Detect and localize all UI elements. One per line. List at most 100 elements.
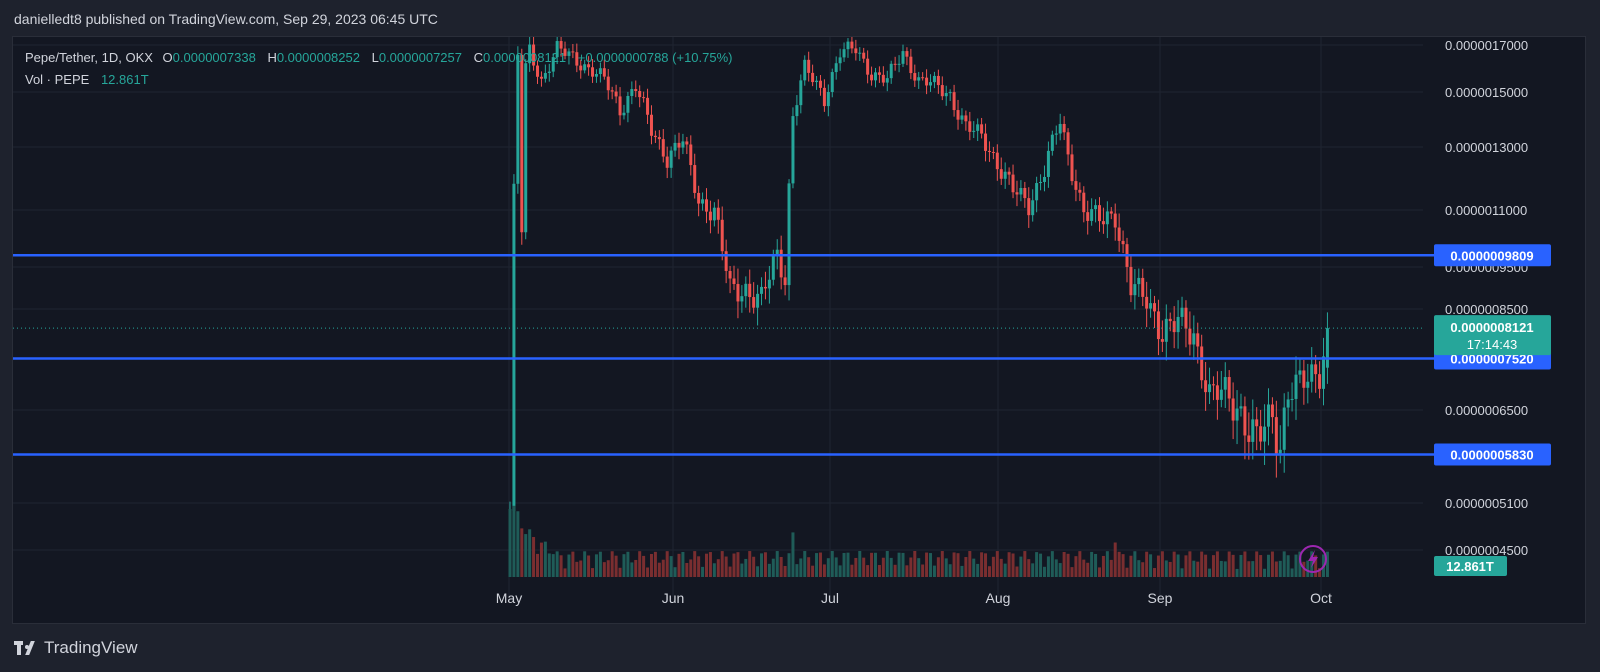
horizontal-level-label: 0.0000005830	[1450, 448, 1533, 463]
volume-bar	[763, 552, 767, 577]
volume-bar	[1176, 554, 1180, 577]
volume-bar	[575, 561, 579, 577]
candle-body	[960, 115, 964, 120]
candle-body	[1101, 221, 1105, 225]
volume-bar	[811, 565, 815, 577]
volume-bar	[1023, 551, 1027, 577]
candle-body	[1145, 296, 1149, 309]
volume-bar	[598, 551, 602, 577]
candle-body	[756, 293, 760, 308]
close-label: C	[473, 50, 484, 65]
volume-row: Vol · PEPE 12.861T	[25, 69, 732, 91]
candle-body	[1117, 227, 1121, 241]
candle-body	[594, 74, 598, 77]
volume-bar	[921, 564, 925, 577]
volume-bar	[1310, 551, 1314, 577]
candle-body	[1223, 377, 1227, 390]
candle-body	[712, 207, 716, 221]
candle-body	[575, 52, 579, 66]
volume-bar	[1192, 560, 1196, 577]
candle-body	[528, 44, 532, 64]
candle-body	[1153, 303, 1157, 312]
volume-bar	[653, 551, 657, 577]
horizontal-level-label: 0.0000007520	[1450, 351, 1533, 366]
candle-body	[1137, 277, 1141, 285]
volume-bar	[1172, 551, 1176, 577]
volume-bar	[571, 551, 575, 577]
candle-body	[1078, 189, 1082, 193]
volume-bar	[976, 563, 980, 577]
candle-body	[1263, 426, 1267, 442]
candle-body	[649, 114, 653, 136]
candle-body	[826, 92, 830, 107]
candle-body	[1208, 384, 1212, 393]
volume-bar	[873, 552, 877, 577]
candle-body	[940, 85, 944, 97]
volume-bar	[1290, 568, 1294, 577]
last-price-label: 0.0000008121	[1450, 320, 1533, 335]
volume-bar	[665, 551, 669, 577]
candle-body	[1046, 150, 1050, 177]
candle-body	[999, 169, 1003, 179]
candle-body	[818, 80, 822, 88]
volume-bar	[1223, 561, 1227, 577]
chart-svg[interactable]: 0.0000017000 0.0000015000 0.0000013000 0.00…	[13, 37, 1586, 624]
candle-body	[681, 141, 685, 148]
candle-body	[1294, 374, 1298, 399]
volume-bar	[1239, 554, 1243, 577]
volume-bar	[1160, 551, 1164, 577]
candle-body	[1282, 407, 1286, 450]
candle-body	[1070, 154, 1074, 182]
candle-body	[1168, 318, 1172, 322]
candle-body	[1255, 419, 1259, 427]
volume-bar	[1086, 562, 1090, 577]
candle-body	[1094, 205, 1098, 210]
volume-bar	[1188, 551, 1192, 577]
volume-bar	[897, 552, 901, 577]
candle-body	[936, 75, 940, 86]
candle-body	[858, 52, 862, 54]
volume-bar	[842, 552, 846, 577]
volume-bar	[724, 556, 728, 577]
candle-body	[1133, 284, 1137, 296]
volume-bar	[1243, 551, 1247, 577]
volume-bar	[1031, 563, 1035, 577]
volume-bar	[870, 552, 874, 577]
volume-bar	[1294, 554, 1298, 577]
volume-bar	[614, 555, 618, 577]
volume-bar	[929, 553, 933, 577]
candle-body	[567, 51, 571, 56]
volume-bar	[1113, 542, 1117, 577]
volume-bar	[984, 553, 988, 577]
volume-bar	[1039, 553, 1043, 577]
open-label: O	[162, 50, 173, 65]
time-axis-label: Jun	[662, 590, 685, 606]
volume-bar	[913, 551, 917, 577]
volume-bar	[807, 557, 811, 577]
symbol-label[interactable]: Pepe/Tether, 1D, OKX	[25, 50, 153, 65]
candle-body	[555, 41, 559, 58]
volume-bar	[1306, 560, 1310, 577]
candle-body	[1109, 211, 1113, 214]
candle-body	[728, 270, 732, 279]
volume-bar	[1129, 555, 1133, 577]
volume-bar	[720, 551, 724, 577]
volume-bar	[1109, 559, 1113, 577]
time-axis-label: Jul	[821, 590, 839, 606]
candle-body	[744, 283, 748, 297]
volume-bar	[681, 551, 685, 577]
volume-badge-label: 12.861T	[1446, 559, 1494, 574]
volume-bar	[901, 552, 905, 577]
volume-bar	[1074, 556, 1078, 577]
candle-body	[665, 156, 669, 168]
candle-body	[587, 64, 591, 68]
candle-body	[1310, 364, 1314, 382]
candle-body	[956, 110, 960, 120]
volume-bar	[649, 554, 653, 577]
horizontal-level-badge	[1434, 244, 1551, 267]
chart-area[interactable]: Pepe/Tether, 1D, OKX O0.0000007338 H0.00…	[12, 36, 1586, 624]
price-tick-label: 0.0000008500	[1445, 302, 1528, 317]
candle-body	[1180, 307, 1184, 317]
volume-bar	[1070, 567, 1074, 577]
candle-body	[1141, 277, 1145, 297]
